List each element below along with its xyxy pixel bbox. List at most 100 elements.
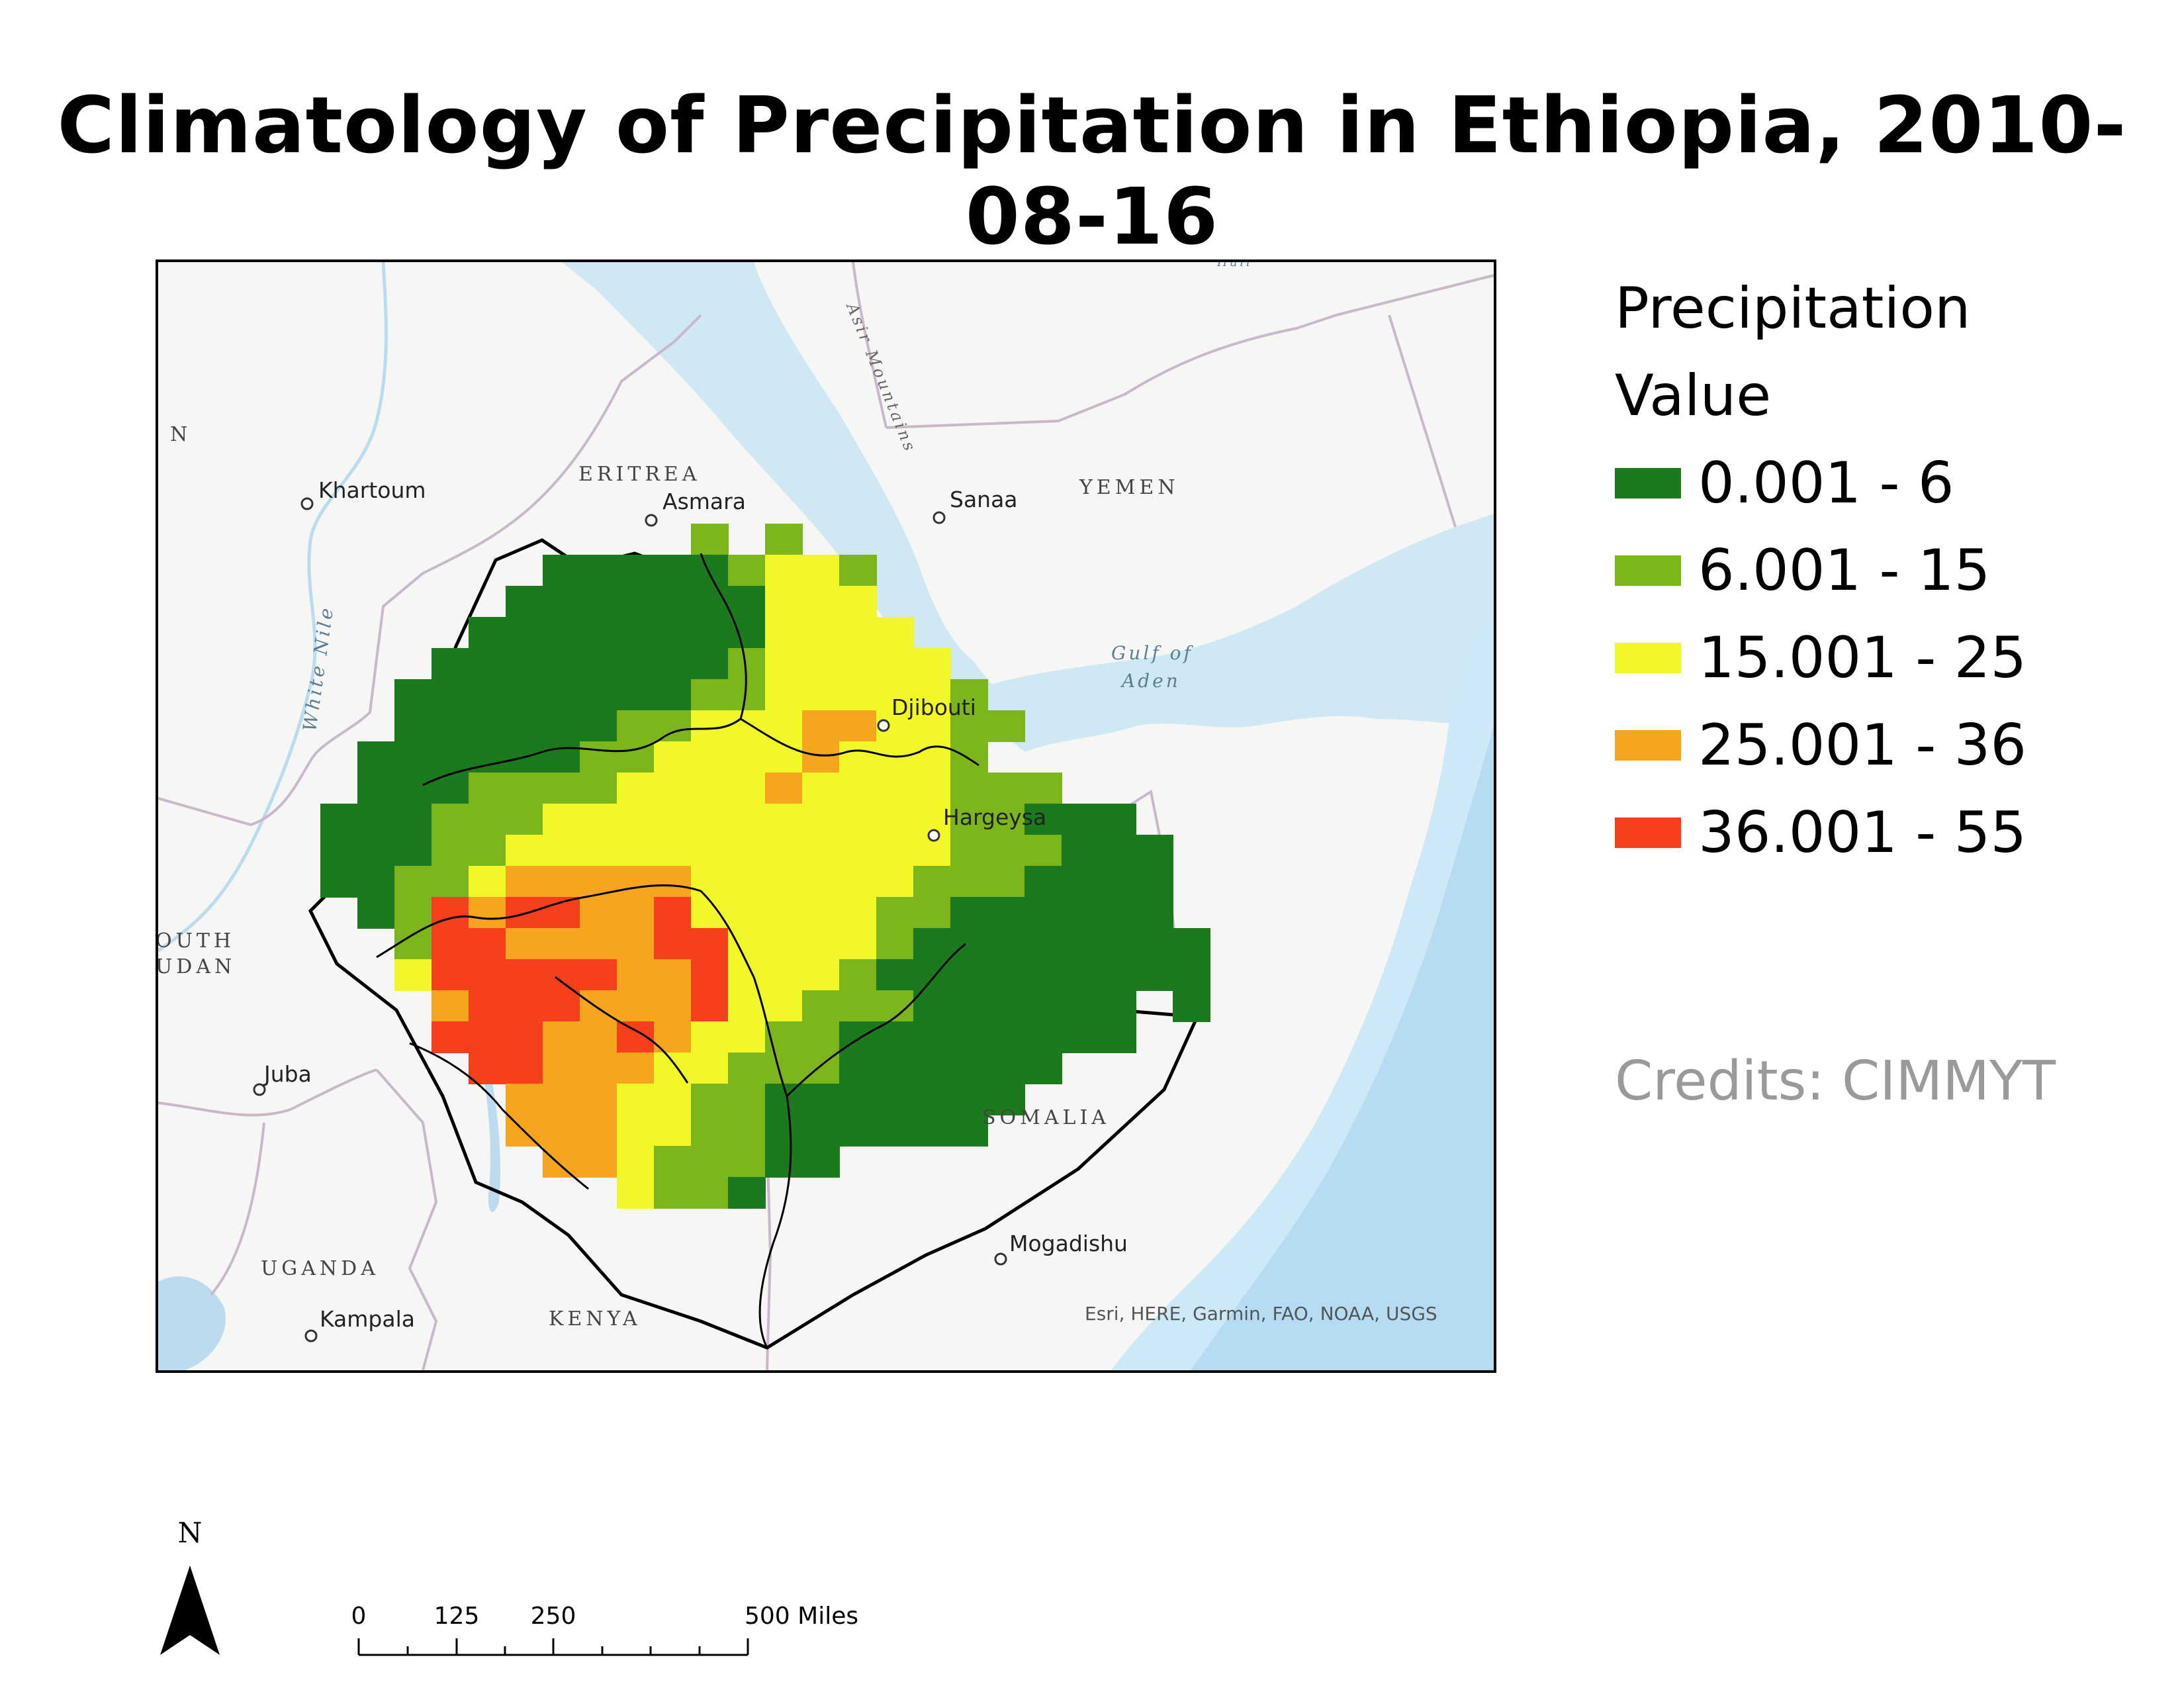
raster-cell [357,835,395,867]
raster-cell [469,710,506,742]
raster-cell [506,586,543,618]
raster-cell [802,1021,840,1053]
raster-cell [802,928,840,960]
raster-cell [1099,804,1136,835]
raster-cell [394,710,432,742]
city-hargeysa: Hargeysa [943,804,1046,830]
country-eritrea: ERITREA [578,463,701,486]
scale-tick-0: 0 [351,1603,367,1630]
raster-cell [728,1021,766,1053]
raster-cell [543,990,580,1022]
raster-cell [580,741,617,773]
raster-cell [765,990,803,1022]
raster-cell [987,990,1025,1022]
raster-cell [728,866,766,898]
raster-cell [728,1084,766,1115]
raster-cell [1099,1021,1136,1053]
raster-cell [469,679,506,711]
raster-cell [950,1115,988,1147]
credits: Credits: CIMMYT [1615,1050,2056,1113]
red-sea [562,262,1038,739]
raster-cell [728,1115,766,1147]
raster-cell [802,773,840,804]
raster-cell [320,804,358,835]
raster-cell [876,679,914,711]
raster-cell [1099,928,1136,960]
raster-cell [432,897,469,929]
raster-cell [765,524,803,555]
raster-cell [506,959,543,991]
raster-cell [432,928,469,960]
raster-cell [802,897,840,929]
raster-cell [691,1021,729,1053]
raster-cell [654,897,692,929]
raster-cell [1062,897,1099,929]
raster-cell [1099,835,1136,867]
raster-cell [394,741,432,773]
raster-cell [876,617,914,649]
raster-cell [654,866,692,898]
raster-cell [691,1084,729,1115]
raster-cell [802,804,840,835]
raster-cell [617,648,655,680]
raster-cell [728,928,766,960]
raster-cell [728,710,766,742]
raster-cell [839,1115,877,1147]
raster-cell [1136,959,1173,991]
city-markers [253,497,1007,1342]
raster-cell [1099,897,1136,929]
raster-cell [913,1115,951,1147]
legend-swatch [1615,730,1681,761]
raster-cell [543,1115,580,1147]
raster-cell [543,710,580,742]
region-borders [376,553,979,1348]
raster-cell [1136,866,1173,898]
raster-cell [469,928,506,960]
raster-cell [839,741,877,773]
raster-cell [617,928,655,960]
scale-tick-500: 500 Miles [745,1603,858,1630]
raster-cell [1099,959,1136,991]
raster-cell [543,773,580,804]
raster-cell [950,959,988,991]
country-sudan: N [170,423,191,446]
raster-cell [987,710,1025,742]
raster-cell [506,1053,543,1084]
map-panel[interactable]: Khartoum Asmara Sanaa Djibouti Hargeysa … [156,259,1496,1373]
legend-item: 36.001 - 55 [1615,789,2158,876]
raster-cell [654,648,692,680]
raster-cell [876,928,914,960]
raster-cell [1024,804,1062,835]
raster-cell [617,959,655,991]
raster-cell [543,866,580,898]
raster-cell [765,804,803,835]
raster-cell [876,835,914,867]
raster-cell [691,928,729,960]
raster-cell [691,524,729,555]
raster-cell [765,555,803,586]
raster-cell [728,835,766,867]
raster-cell [765,773,803,804]
raster-cell [691,1115,729,1147]
raster-cell [394,804,432,835]
raster-cell [543,617,580,649]
raster-cell [580,897,617,929]
raster-cell [580,710,617,742]
raster-cell [580,804,617,835]
raster-cell [950,866,988,898]
country-somalia: SOMALIA [982,1106,1110,1129]
raster-cell [543,928,580,960]
raster-cell [543,679,580,711]
raster-cell [950,990,988,1022]
raster-cell [1062,1021,1099,1053]
legend-swatch [1615,818,1681,848]
raster-cell [802,1146,840,1178]
legend-label: 25.001 - 36 [1698,712,2027,778]
raster-cell [654,679,692,711]
raster-cell [432,1021,469,1053]
raster-cell [617,710,655,742]
raster-cell [876,866,914,898]
raster-cell [432,959,469,991]
raster-cell [950,710,988,742]
raster-cell [765,897,803,929]
